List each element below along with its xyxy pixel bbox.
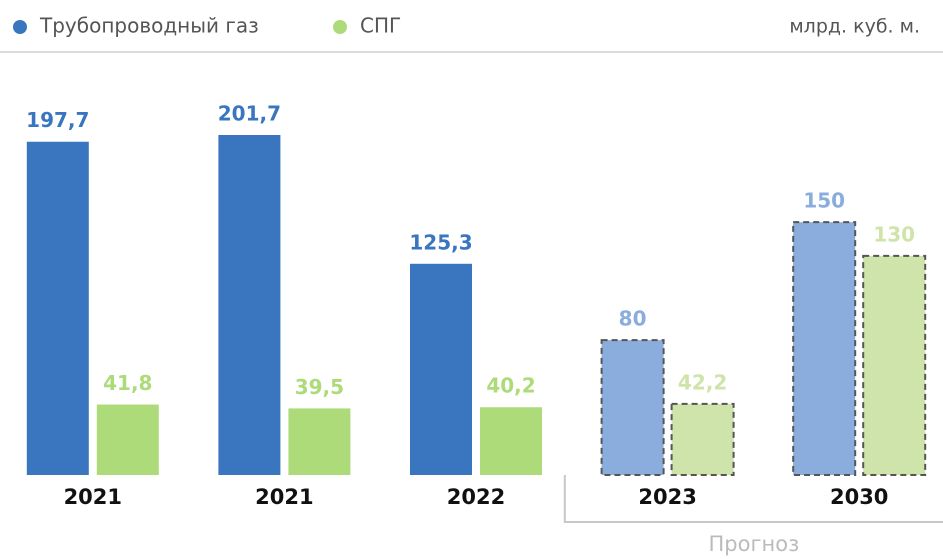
- bar: [96, 404, 159, 475]
- x-tick-label: 2022: [447, 485, 505, 509]
- value-label: 197,7: [26, 108, 89, 132]
- legend-label: СПГ: [360, 14, 401, 38]
- bar: [288, 408, 351, 475]
- forecast-label: Прогноз: [709, 532, 800, 556]
- value-label: 41,8: [103, 371, 152, 395]
- value-label: 201,7: [218, 102, 281, 126]
- value-label: 80: [619, 307, 647, 331]
- x-tick-label: 2021: [255, 485, 313, 509]
- bar: [410, 263, 472, 475]
- forecast-bracket: [563, 475, 943, 523]
- bar: [26, 141, 89, 476]
- x-tick-label: 2021: [64, 485, 122, 509]
- bar: [218, 135, 281, 475]
- unit-label: млрд. куб. м.: [789, 16, 920, 38]
- value-label: 150: [803, 189, 845, 213]
- value-label: 39,5: [295, 375, 344, 399]
- legend-marker: [13, 20, 27, 34]
- legend-marker: [333, 20, 347, 34]
- bar: [862, 254, 927, 476]
- bar: [670, 402, 735, 477]
- value-label: 130: [873, 222, 915, 246]
- legend-label: Трубопроводный газ: [39, 14, 259, 38]
- value-label: 42,2: [678, 370, 727, 394]
- bar: [480, 407, 542, 475]
- value-label: 125,3: [409, 230, 472, 254]
- x-tick-label: 2030: [830, 485, 888, 509]
- bar: [792, 221, 857, 476]
- bar: [600, 339, 665, 477]
- value-label: 40,2: [486, 374, 535, 398]
- x-tick-label: 2023: [638, 485, 696, 509]
